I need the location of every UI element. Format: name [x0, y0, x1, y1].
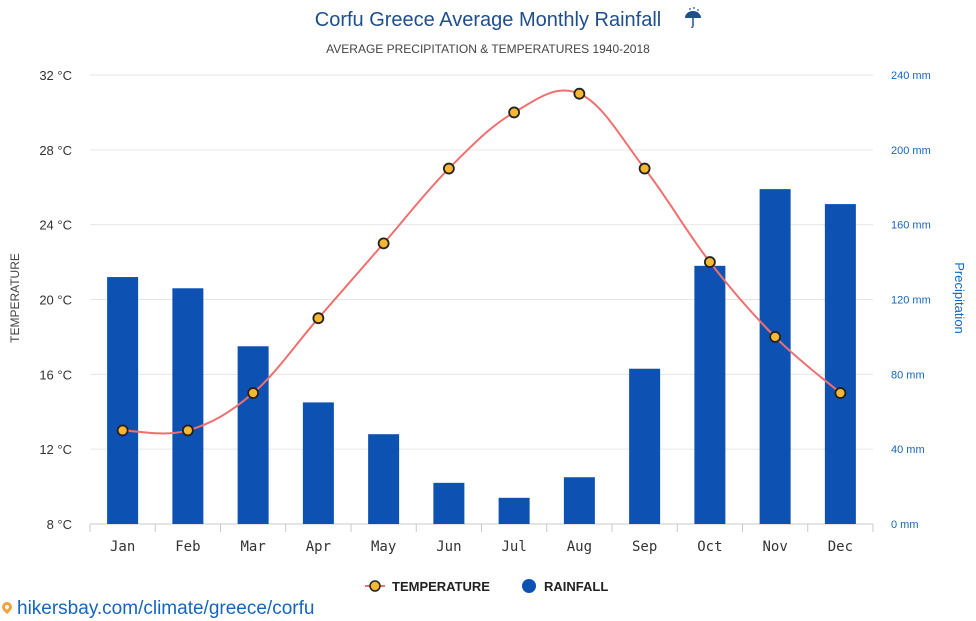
- legend-item-rainfall[interactable]: RAINFALL: [522, 579, 608, 594]
- y-left-tick-label: 12 °C: [39, 442, 72, 457]
- y-right-tick-label: 0 mm: [891, 519, 919, 531]
- temperature-point: [116, 424, 129, 437]
- temperature-point: [377, 237, 390, 250]
- y-right-tick-label: 120 mm: [891, 295, 931, 307]
- y-right-tick-label: 200 mm: [891, 145, 931, 157]
- legend-rainfall-marker: [522, 579, 536, 593]
- y-left-tick-label: 16 °C: [39, 367, 72, 382]
- y-right-tick-label: 80 mm: [891, 369, 925, 381]
- y-axis-right-label: Precipitation: [952, 262, 967, 334]
- x-tick-label: Jun: [436, 539, 461, 555]
- temperature-point: [703, 256, 716, 268]
- y-left-tick-label: 24 °C: [39, 218, 72, 233]
- x-tick-label: Mar: [240, 539, 265, 555]
- x-tick-label: Oct: [697, 539, 722, 555]
- temperature-point: [769, 331, 782, 343]
- x-tick-label: Sep: [632, 539, 657, 555]
- rainfall-bar: [563, 477, 595, 524]
- rainfall-bar: [172, 288, 204, 524]
- y-right-tick-label: 40 mm: [891, 444, 925, 456]
- rainfall-bar: [237, 346, 269, 524]
- temperature-line: [122, 89, 842, 435]
- grid-lines: [90, 74, 873, 525]
- temperature-point: [834, 387, 847, 399]
- rainfall-bar: [629, 368, 661, 524]
- rainfall-bar: [824, 204, 856, 524]
- y-left-tick-label: 32 °C: [39, 68, 72, 83]
- y-left-tick-label: 8 °C: [47, 517, 72, 532]
- x-tick-label: Dec: [828, 539, 853, 555]
- x-tick-label: Feb: [175, 539, 200, 555]
- temperature-point: [638, 162, 651, 175]
- rainfall-bar: [759, 189, 791, 524]
- location-pin-icon: [0, 599, 15, 615]
- chart-title: Corfu Greece Average Monthly Rainfall: [315, 9, 661, 31]
- legend: TEMPERATURE RAINFALL: [365, 579, 608, 594]
- y-left-tick-label: 28 °C: [39, 143, 72, 158]
- chart-subtitle: AVERAGE PRECIPITATION & TEMPERATURES 194…: [326, 42, 650, 56]
- x-tick-label: Jan: [110, 539, 135, 555]
- rainfall-bars: [107, 189, 856, 524]
- temperature-point: [442, 162, 455, 175]
- rainfall-bar: [498, 497, 530, 524]
- x-tick-label: Aug: [567, 539, 592, 555]
- temperature-point: [312, 312, 325, 325]
- temperature-point: [247, 387, 260, 399]
- source-text: hikersbay.com/climate/greece/corfu: [17, 598, 315, 619]
- source-link[interactable]: hikersbay.com/climate/greece/corfu: [0, 598, 314, 620]
- rainfall-bar: [368, 434, 400, 524]
- temperature-points: [116, 87, 847, 437]
- temperature-point: [573, 87, 586, 100]
- legend-rainfall-label: RAINFALL: [544, 579, 608, 594]
- y-axis-left: 8 °C 12 °C 16 °C 20 °C 24 °C 28 °C 32 °C: [39, 68, 72, 532]
- rainfall-bar: [694, 265, 726, 524]
- climate-chart: Corfu Greece Average Monthly Rainfall AV…: [8, 7, 967, 594]
- y-left-tick-label: 20 °C: [39, 293, 72, 308]
- temperature-point: [508, 106, 521, 119]
- y-right-tick-label: 160 mm: [891, 220, 931, 232]
- legend-temperature-label: TEMPERATURE: [392, 579, 490, 594]
- legend-temperature-marker: [369, 580, 381, 592]
- x-tick-label: Nov: [762, 539, 787, 555]
- rainfall-bar: [107, 277, 139, 524]
- x-tick-label: May: [371, 539, 396, 555]
- legend-item-temperature[interactable]: TEMPERATURE: [365, 579, 490, 594]
- y-right-tick-label: 240 mm: [891, 70, 931, 82]
- y-axis-right: 0 mm 40 mm 80 mm 120 mm 160 mm 200 mm 240 mm: [891, 70, 931, 531]
- y-axis-left-label: TEMPERATURE: [8, 253, 22, 343]
- umbrella-rain-icon: [685, 7, 701, 28]
- x-axis: Jan Feb Mar Apr May Jun Jul Aug Sep Oct Nov Dec: [89, 524, 874, 555]
- temperature-point: [181, 424, 194, 437]
- x-tick-label: Jul: [501, 539, 526, 555]
- rainfall-bar: [433, 482, 465, 524]
- rainfall-bar: [302, 402, 334, 524]
- x-tick-label: Apr: [306, 539, 331, 555]
